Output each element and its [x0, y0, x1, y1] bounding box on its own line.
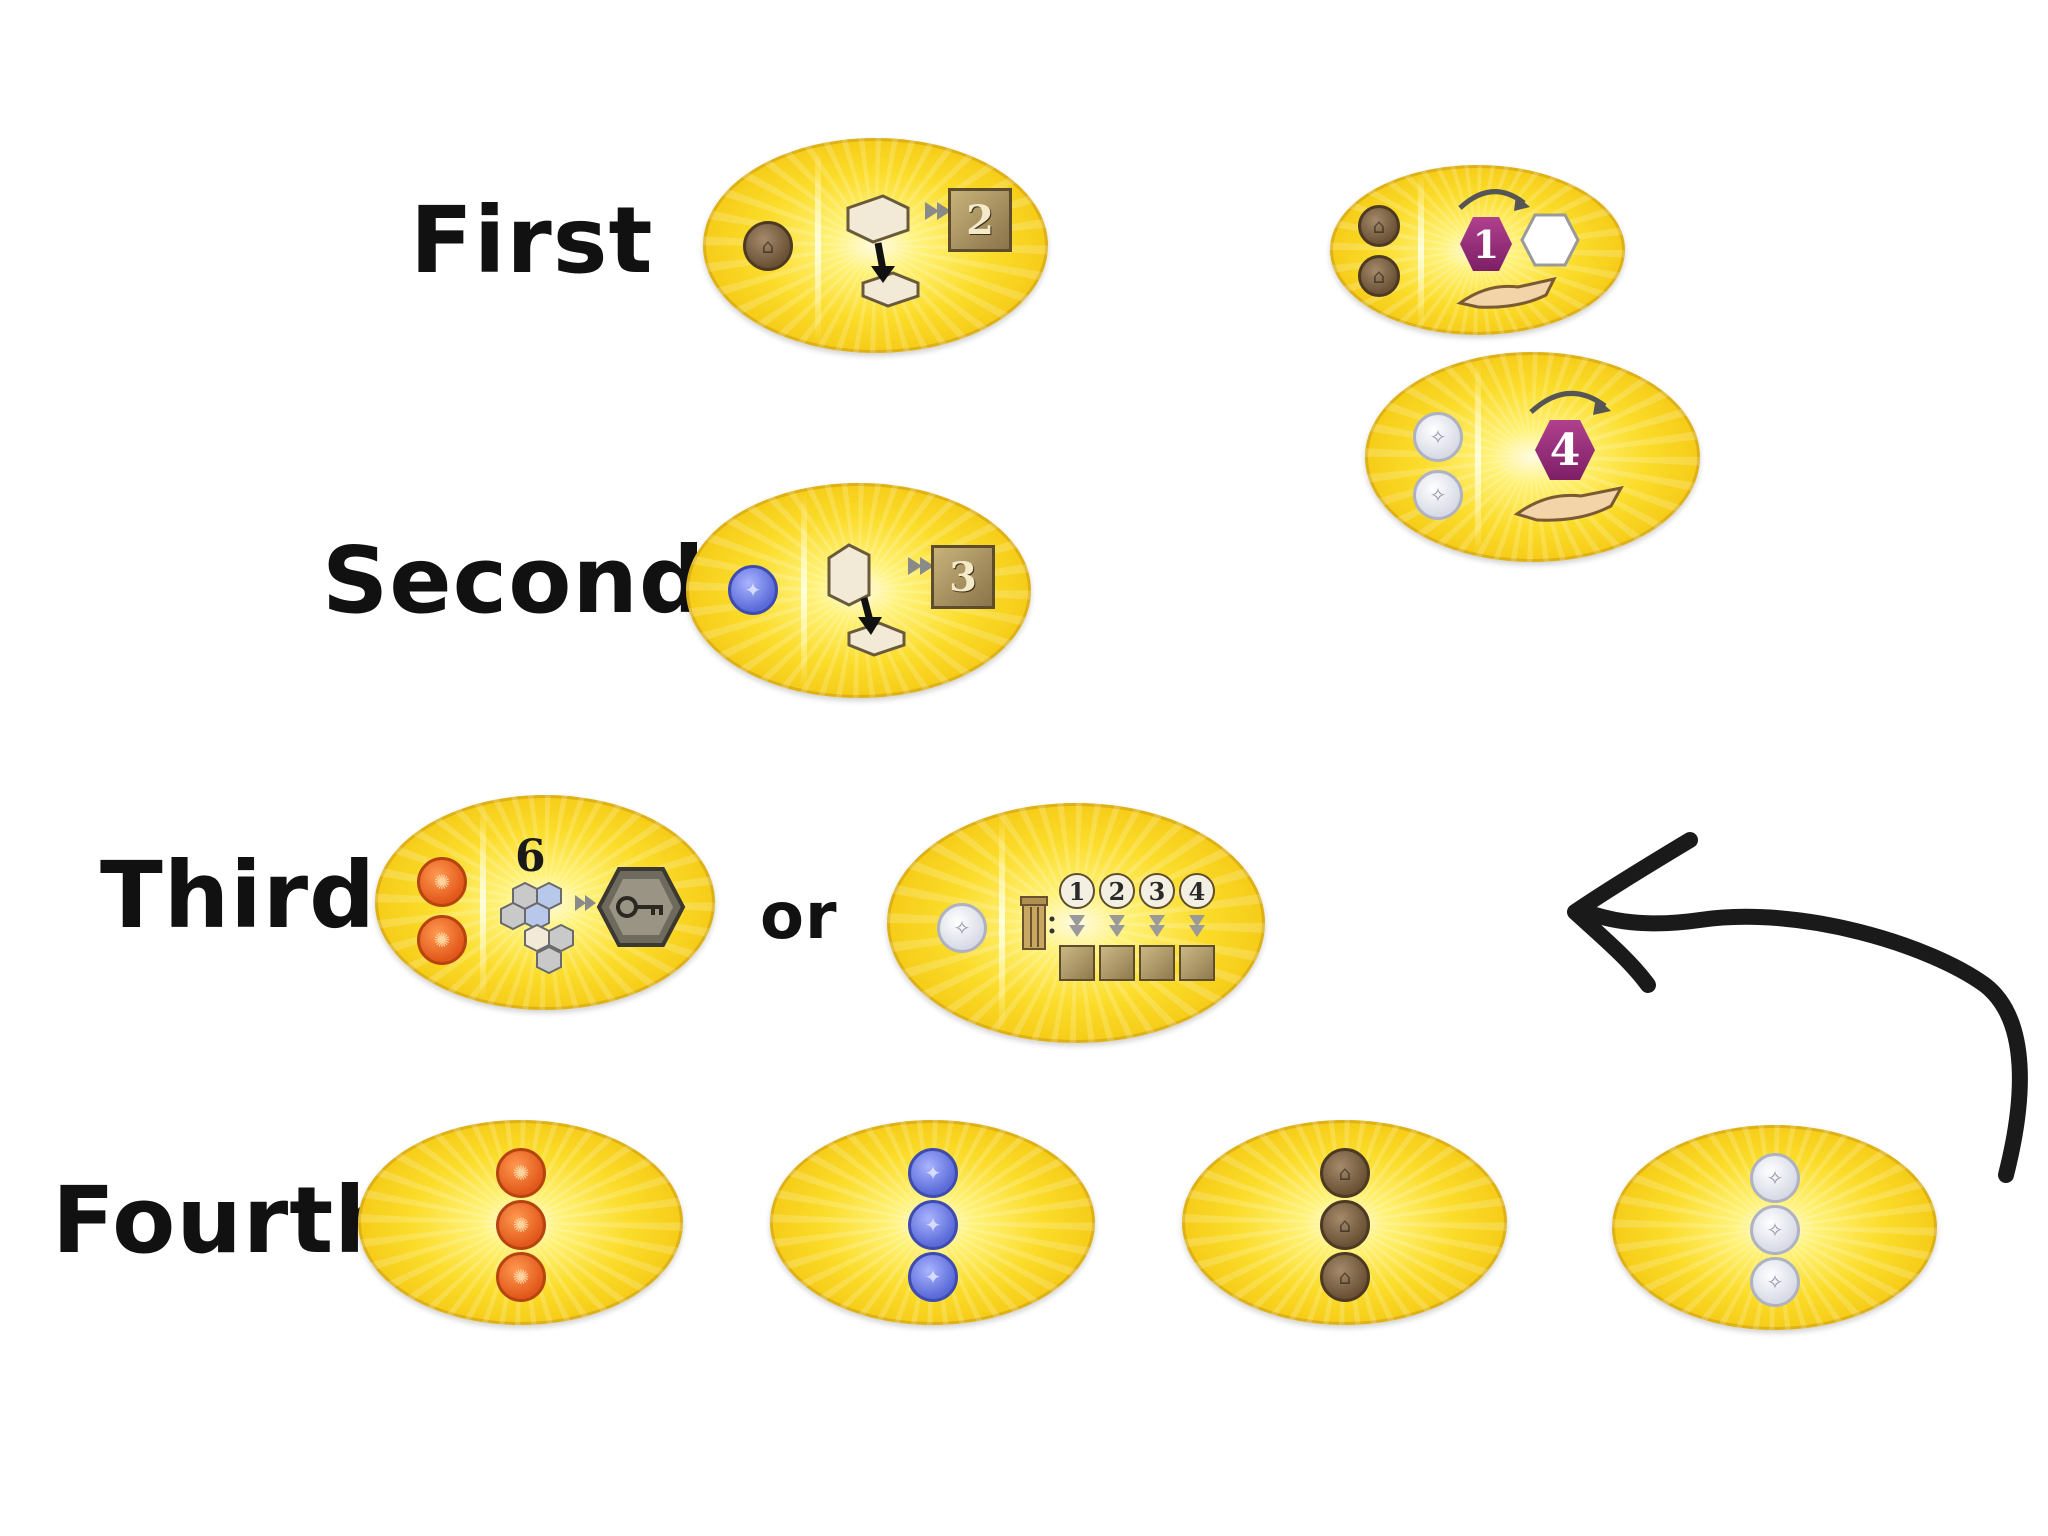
column-piece-icon	[1020, 896, 1055, 950]
brown-coin-icon: ⌂	[1358, 205, 1400, 247]
small-plaque-icon	[1099, 945, 1135, 981]
orange-coin-icon: ✺	[417, 915, 467, 965]
row-label-first: First	[410, 187, 654, 294]
brown-coin-icon: ⌂	[1320, 1200, 1370, 1250]
brown-coin-icon: ⌂	[1320, 1252, 1370, 1302]
count-value: 6	[515, 831, 546, 882]
brown-coin-icon: ⌂	[743, 221, 793, 271]
small-plaque-icon	[1139, 945, 1175, 981]
place-arrow-icon	[925, 202, 951, 220]
fourth-tile-white[interactable]: ✧ ✧ ✧	[1612, 1125, 1937, 1330]
building-piece-icon	[846, 194, 920, 308]
second-tile[interactable]: ✦ 3	[686, 483, 1031, 698]
white-coin-icon: ✧	[1413, 412, 1463, 462]
first-tile[interactable]: ⌂ 2	[703, 138, 1048, 353]
hexagon-piece-icon	[1520, 213, 1580, 267]
orange-coin-icon: ✺	[496, 1200, 546, 1250]
small-plaque-icon	[1179, 945, 1215, 981]
row-label-fourth: Fourth	[52, 1167, 401, 1274]
place-arrow-icon	[908, 557, 934, 575]
arrow-down-icon	[1069, 915, 1205, 937]
orange-coin-icon: ✺	[417, 857, 467, 907]
place-arrow-icon	[575, 895, 596, 911]
row-label-third: Third	[100, 842, 377, 949]
fourth-tile-blue[interactable]: ✦ ✦ ✦	[770, 1120, 1095, 1325]
first-extra-tile-bottom[interactable]: ✧ ✧ 4	[1365, 352, 1700, 562]
key-hexagon-icon	[596, 867, 686, 947]
tile-divider	[480, 803, 486, 1002]
rotate-arrow-icon	[1458, 189, 1530, 211]
number-3-icon: 3	[1139, 873, 1175, 909]
or-label: or	[760, 880, 838, 954]
tile-divider	[1418, 171, 1424, 329]
blue-coin-icon: ✦	[728, 565, 778, 615]
purple-badge-icon: 4	[1535, 420, 1595, 480]
building-piece-icon	[827, 543, 906, 657]
hand-icon	[1456, 276, 1557, 309]
rotate-arrow-icon	[1529, 391, 1611, 415]
white-coin-icon: ✧	[937, 903, 987, 953]
white-coin-icon: ✧	[1750, 1153, 1800, 1203]
white-coin-icon: ✧	[1750, 1257, 1800, 1307]
third-tile-hex[interactable]: ✺ ✺ 6	[375, 795, 715, 1010]
orange-coin-icon: ✺	[496, 1252, 546, 1302]
row-label-second: Second	[322, 527, 706, 634]
tile-divider	[801, 491, 807, 690]
hex-cluster-icon	[500, 881, 574, 975]
fourth-tile-brown[interactable]: ⌂ ⌂ ⌂	[1182, 1120, 1507, 1325]
orange-coin-icon: ✺	[496, 1148, 546, 1198]
brown-coin-icon: ⌂	[1358, 255, 1400, 297]
tile-divider	[815, 146, 821, 345]
fourth-tile-orange[interactable]: ✺ ✺ ✺	[358, 1120, 683, 1325]
number-1-icon: 1	[1059, 873, 1095, 909]
purple-badge-icon: 1	[1460, 217, 1512, 271]
hand-icon	[1513, 485, 1624, 522]
laurel-plaque-icon: 2	[948, 188, 1012, 252]
number-2-icon: 2	[1099, 873, 1135, 909]
tile-divider	[999, 812, 1005, 1034]
third-tile-columns[interactable]: ✧ 1 2 3 4	[887, 803, 1265, 1043]
first-extra-tile-top[interactable]: ⌂ ⌂ 1	[1330, 165, 1625, 335]
white-coin-icon: ✧	[1750, 1205, 1800, 1255]
blue-coin-icon: ✦	[908, 1200, 958, 1250]
white-coin-icon: ✧	[1413, 470, 1463, 520]
brown-coin-icon: ⌂	[1320, 1148, 1370, 1198]
number-4-icon: 4	[1179, 873, 1215, 909]
tile-divider	[1475, 360, 1481, 554]
blue-coin-icon: ✦	[908, 1252, 958, 1302]
small-plaque-icon	[1059, 945, 1095, 981]
blue-coin-icon: ✦	[908, 1148, 958, 1198]
laurel-plaque-icon: 3	[931, 545, 995, 609]
